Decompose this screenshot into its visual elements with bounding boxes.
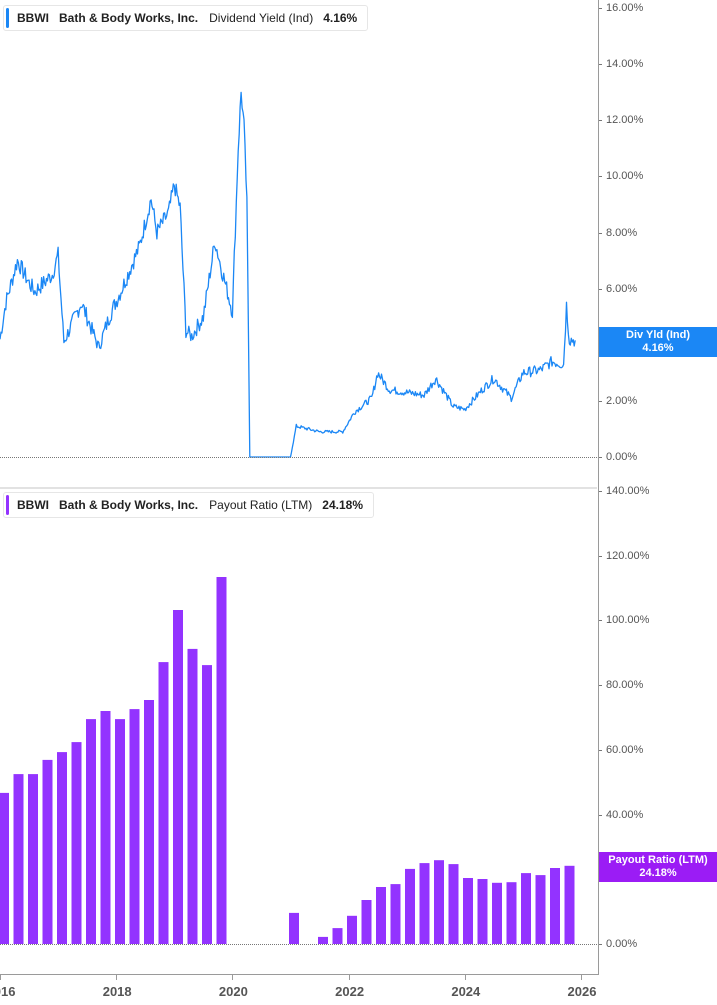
payout-ratio-bar[interactable] bbox=[144, 700, 154, 944]
payout-ratio-bar[interactable] bbox=[289, 912, 299, 944]
legend-company: Bath & Body Works, Inc. bbox=[59, 11, 199, 25]
payout-ratio-bar[interactable] bbox=[158, 662, 169, 944]
y-tick-label: 40.00% bbox=[598, 808, 644, 821]
payout-ratio-bar[interactable] bbox=[332, 928, 343, 944]
y-tick-label: 0.00% bbox=[598, 451, 638, 463]
x-tick-mark bbox=[116, 974, 118, 980]
payout-ratio-bar[interactable] bbox=[564, 865, 575, 944]
payout-ratio-bar[interactable] bbox=[376, 887, 386, 944]
y-tick-label: 2.00% bbox=[598, 394, 638, 407]
y-tick-label: 12.00% bbox=[598, 114, 644, 127]
x-tick-label: 2020 bbox=[218, 984, 248, 999]
top-zero-line bbox=[0, 457, 597, 458]
payout-ratio-bar[interactable] bbox=[405, 868, 415, 944]
payout-ratio-bar[interactable] bbox=[187, 648, 198, 944]
x-tick-mark bbox=[581, 974, 582, 980]
payout-ratio-bar[interactable] bbox=[0, 792, 9, 944]
x-tick-label: 2018 bbox=[102, 984, 132, 999]
legend-company: Bath & Body Works, Inc. bbox=[59, 498, 199, 512]
payout-ratio-bar[interactable] bbox=[535, 875, 546, 944]
legend-ticker: BBWI bbox=[17, 11, 49, 25]
payout-ratio-bar[interactable] bbox=[216, 577, 227, 944]
payout-ratio-bar[interactable] bbox=[86, 719, 96, 944]
flag-value: 24.18% bbox=[639, 867, 677, 879]
dividend-yield-line bbox=[0, 91, 576, 458]
legend-metric: Dividend Yield (Ind) bbox=[209, 11, 314, 25]
legend-value: 24.18% bbox=[322, 498, 363, 512]
x-tick-label: 2026 bbox=[567, 984, 597, 999]
payout-ratio-bar[interactable] bbox=[448, 864, 459, 944]
y-tick-label: 10.00% bbox=[598, 170, 644, 183]
x-tick-label: 2024 bbox=[451, 984, 481, 999]
top-y-axis-line bbox=[598, 0, 599, 487]
payout-ratio-bar[interactable] bbox=[347, 915, 357, 944]
payout-ratio-bar[interactable] bbox=[419, 863, 430, 944]
series-color-swatch bbox=[6, 8, 9, 28]
payout-ratio-bar[interactable] bbox=[506, 882, 517, 944]
y-tick-label: 6.00% bbox=[598, 282, 638, 295]
payout-ratio-bar[interactable] bbox=[129, 709, 140, 944]
payout-ratio-bar[interactable] bbox=[100, 711, 111, 944]
y-tick-label: 8.00% bbox=[598, 226, 638, 239]
x-tick-mark bbox=[348, 974, 350, 980]
x-tick-label: 2022 bbox=[335, 984, 365, 999]
payout-ratio-bar[interactable] bbox=[202, 665, 212, 944]
payout-ratio-bar[interactable] bbox=[28, 774, 38, 944]
y-tick-label: 80.00% bbox=[598, 679, 644, 692]
payout-ratio-bar[interactable] bbox=[173, 610, 183, 944]
bottom-y-axis-line bbox=[598, 487, 599, 975]
x-axis-line bbox=[0, 974, 599, 975]
payout-ratio-value-flag: Payout Ratio (LTM) 24.18% bbox=[599, 852, 717, 882]
payout-ratio-bar[interactable] bbox=[492, 882, 502, 944]
y-tick-label: 0.00% bbox=[598, 938, 638, 950]
payout-ratio-bar[interactable] bbox=[521, 873, 531, 944]
x-tick-mark bbox=[232, 974, 234, 980]
x-tick-mark bbox=[464, 974, 466, 980]
legend-metric: Payout Ratio (LTM) bbox=[209, 498, 313, 512]
flag-value: 4.16% bbox=[642, 342, 674, 354]
payout-ratio-bar[interactable] bbox=[42, 759, 53, 944]
x-tick-label: 2016 bbox=[0, 984, 16, 999]
payout-ratio-legend: BBWI Bath & Body Works, Inc. Payout Rati… bbox=[3, 492, 374, 518]
payout-ratio-bar[interactable] bbox=[361, 900, 372, 944]
payout-ratio-bar[interactable] bbox=[434, 860, 444, 944]
y-tick-label: 140.00% bbox=[598, 484, 650, 497]
payout-ratio-bar[interactable] bbox=[477, 879, 488, 944]
legend-value: 4.16% bbox=[323, 11, 358, 25]
dividend-yield-legend: BBWI Bath & Body Works, Inc. Dividend Yi… bbox=[3, 5, 369, 31]
payout-ratio-bar[interactable] bbox=[57, 752, 67, 944]
x-tick-mark bbox=[0, 974, 1, 980]
payout-ratio-bar[interactable] bbox=[318, 936, 328, 944]
panel-separator[interactable] bbox=[0, 487, 597, 489]
payout-ratio-bar[interactable] bbox=[115, 719, 125, 944]
y-tick-label: 16.00% bbox=[598, 2, 644, 15]
y-tick-label: 100.00% bbox=[598, 614, 650, 627]
bottom-zero-line bbox=[0, 944, 597, 945]
payout-ratio-bar[interactable] bbox=[463, 878, 473, 944]
y-tick-label: 120.00% bbox=[598, 549, 650, 562]
series-color-swatch bbox=[6, 495, 9, 515]
dividend-yield-value-flag: Div Yld (Ind) 4.16% bbox=[599, 327, 717, 357]
y-tick-label: 14.00% bbox=[598, 58, 644, 71]
flag-label: Div Yld (Ind) bbox=[626, 329, 690, 341]
flag-label: Payout Ratio (LTM) bbox=[608, 854, 708, 866]
y-tick-label: 60.00% bbox=[598, 743, 644, 756]
payout-ratio-bar[interactable] bbox=[550, 868, 560, 944]
legend-ticker: BBWI bbox=[17, 498, 49, 512]
payout-ratio-bar[interactable] bbox=[390, 884, 401, 944]
payout-ratio-bar[interactable] bbox=[71, 742, 82, 944]
payout-ratio-bar[interactable] bbox=[13, 774, 24, 944]
